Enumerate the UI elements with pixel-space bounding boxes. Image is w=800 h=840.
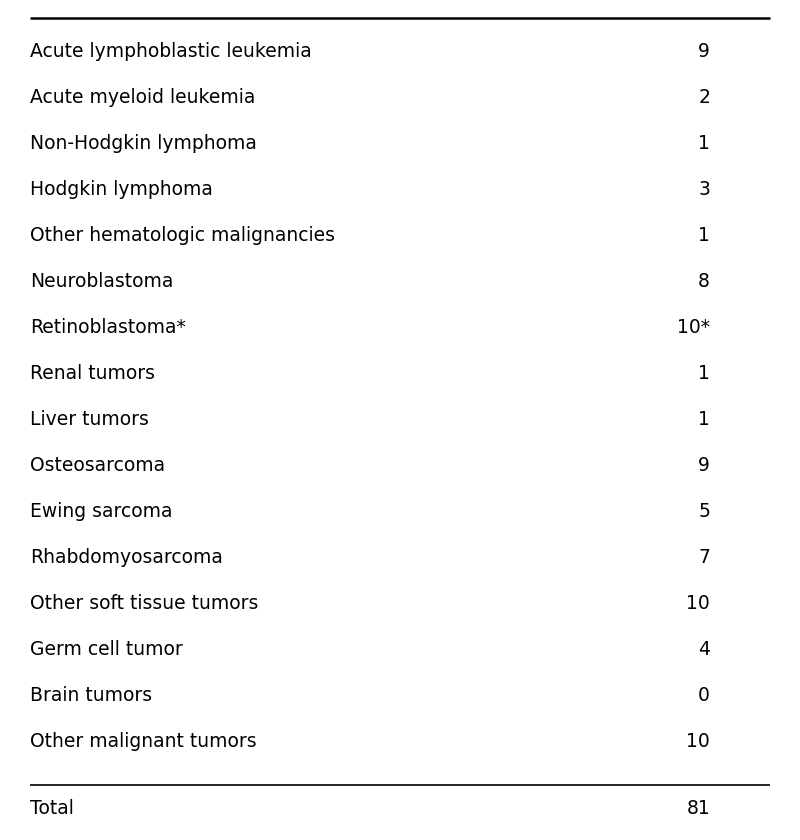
- Text: 1: 1: [698, 364, 710, 383]
- Text: 9: 9: [698, 456, 710, 475]
- Text: Liver tumors: Liver tumors: [30, 410, 149, 429]
- Text: 7: 7: [698, 548, 710, 567]
- Text: 4: 4: [698, 640, 710, 659]
- Text: Acute myeloid leukemia: Acute myeloid leukemia: [30, 88, 255, 107]
- Text: Rhabdomyosarcoma: Rhabdomyosarcoma: [30, 548, 223, 567]
- Text: Retinoblastoma*: Retinoblastoma*: [30, 318, 186, 337]
- Text: 9: 9: [698, 42, 710, 61]
- Text: 81: 81: [686, 799, 710, 818]
- Text: Osteosarcoma: Osteosarcoma: [30, 456, 165, 475]
- Text: Neuroblastoma: Neuroblastoma: [30, 272, 174, 291]
- Text: 2: 2: [698, 88, 710, 107]
- Text: Acute lymphoblastic leukemia: Acute lymphoblastic leukemia: [30, 42, 312, 61]
- Text: 1: 1: [698, 410, 710, 429]
- Text: 10: 10: [686, 594, 710, 613]
- Text: 10*: 10*: [677, 318, 710, 337]
- Text: 3: 3: [698, 180, 710, 199]
- Text: Ewing sarcoma: Ewing sarcoma: [30, 502, 173, 521]
- Text: 5: 5: [698, 502, 710, 521]
- Text: Other soft tissue tumors: Other soft tissue tumors: [30, 594, 258, 613]
- Text: 8: 8: [698, 272, 710, 291]
- Text: Other malignant tumors: Other malignant tumors: [30, 732, 257, 751]
- Text: Total: Total: [30, 799, 74, 818]
- Text: 10: 10: [686, 732, 710, 751]
- Text: Renal tumors: Renal tumors: [30, 364, 155, 383]
- Text: 1: 1: [698, 134, 710, 153]
- Text: Hodgkin lymphoma: Hodgkin lymphoma: [30, 180, 213, 199]
- Text: Germ cell tumor: Germ cell tumor: [30, 640, 182, 659]
- Text: Other hematologic malignancies: Other hematologic malignancies: [30, 226, 335, 245]
- Text: Brain tumors: Brain tumors: [30, 686, 152, 705]
- Text: 0: 0: [698, 686, 710, 705]
- Text: Non-Hodgkin lymphoma: Non-Hodgkin lymphoma: [30, 134, 257, 153]
- Text: 1: 1: [698, 226, 710, 245]
